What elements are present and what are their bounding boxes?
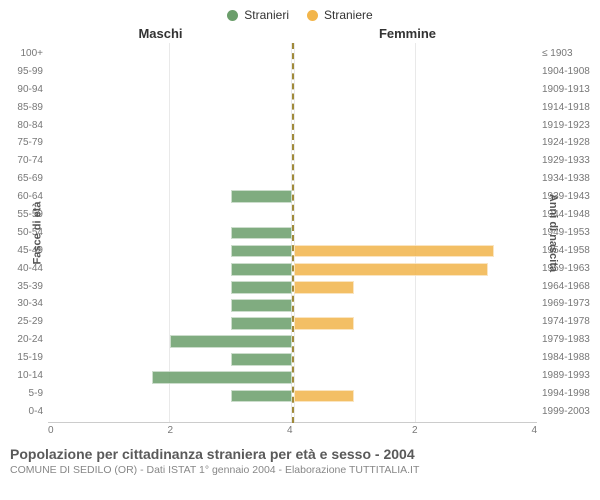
y-left-label: 10-14: [8, 367, 43, 385]
y-right-label: 1999-2003: [542, 403, 592, 421]
x-ticks-right: 024: [293, 425, 538, 436]
bars-left: [48, 43, 292, 423]
y-right-label: 1994-1998: [542, 385, 592, 403]
legend: Stranieri Straniere: [8, 8, 592, 22]
y-right-label: 1979-1983: [542, 331, 592, 349]
y-left-label: 5-9: [8, 385, 43, 403]
legend-swatch-female: [307, 10, 318, 21]
y-left-label: 95-99: [8, 63, 43, 81]
legend-item-male: Stranieri: [227, 8, 289, 22]
bar-male: [152, 371, 292, 384]
y-left-label: 85-89: [8, 99, 43, 117]
bar-female: [294, 245, 495, 258]
legend-label-female: Straniere: [324, 8, 373, 22]
grid-right: [294, 43, 538, 423]
y-right-label: 1929-1933: [542, 152, 592, 170]
x-tick: 2: [412, 425, 418, 436]
caption: Popolazione per cittadinanza straniera p…: [8, 446, 592, 476]
bar-male: [231, 281, 292, 294]
y-left-label: 65-69: [8, 170, 43, 188]
bar-female: [294, 317, 355, 330]
bar-female: [294, 281, 355, 294]
plot-area: Fasce di età Anni di nascita 100+95-9990…: [8, 43, 592, 423]
pyramid-chart: Stranieri Straniere Maschi Femmine Fasce…: [0, 0, 600, 500]
y-left-label: 100+: [8, 45, 43, 63]
y-left-label: 35-39: [8, 278, 43, 296]
x-axis: 024 024: [8, 425, 592, 436]
y-left-label: 25-29: [8, 313, 43, 331]
legend-swatch-male: [227, 10, 238, 21]
y-right-label: 1964-1968: [542, 278, 592, 296]
caption-subtitle: COMUNE DI SEDILO (OR) - Dati ISTAT 1° ge…: [10, 464, 590, 476]
bars-right: [294, 43, 538, 423]
bar-male: [231, 263, 292, 276]
legend-label-male: Stranieri: [244, 8, 289, 22]
y-left-label: 80-84: [8, 117, 43, 135]
x-tick: 2: [167, 425, 173, 436]
y-right-label: 1934-1938: [542, 170, 592, 188]
x-ticks-left: 024: [48, 425, 293, 436]
y-right-label: 1904-1908: [542, 63, 592, 81]
bar-male: [231, 353, 292, 366]
y-right-label: 1984-1988: [542, 349, 592, 367]
legend-item-female: Straniere: [307, 8, 373, 22]
y-right-label: 1914-1918: [542, 99, 592, 117]
y-right-label: 1969-1973: [542, 295, 592, 313]
y-left-label: 30-34: [8, 295, 43, 313]
y-left-label: 70-74: [8, 152, 43, 170]
y-left-label: 90-94: [8, 81, 43, 99]
y-left-label: 15-19: [8, 349, 43, 367]
y-axis-title-right: Anni di nascita: [547, 194, 559, 272]
x-tick: 0: [48, 425, 54, 436]
center-line: [292, 43, 294, 423]
y-right-label: 1974-1978: [542, 313, 592, 331]
bar-male: [231, 317, 292, 330]
bar-male: [231, 227, 292, 240]
y-right-label: 1924-1928: [542, 134, 592, 152]
caption-title: Popolazione per cittadinanza straniera p…: [10, 446, 590, 462]
y-right-label: 1989-1993: [542, 367, 592, 385]
bars-area: [48, 43, 537, 423]
bar-male: [231, 245, 292, 258]
column-headers: Maschi Femmine: [8, 26, 592, 41]
y-axis-right-labels: ≤ 19031904-19081909-19131914-19181919-19…: [537, 43, 592, 423]
y-right-label: ≤ 1903: [542, 45, 592, 63]
bar-male: [231, 390, 292, 403]
bar-male: [170, 335, 292, 348]
bar-female: [294, 263, 489, 276]
bar-female: [294, 390, 355, 403]
y-right-label: 1909-1913: [542, 81, 592, 99]
y-left-label: 75-79: [8, 134, 43, 152]
bar-male: [231, 190, 292, 203]
y-right-label: 1919-1923: [542, 117, 592, 135]
x-ticks: 024 024: [48, 425, 537, 436]
header-male: Maschi: [8, 26, 273, 41]
bar-male: [231, 299, 292, 312]
header-female: Femmine: [273, 26, 592, 41]
y-axis-title-left: Fasce di età: [31, 202, 43, 265]
y-left-label: 20-24: [8, 331, 43, 349]
y-left-label: 0-4: [8, 403, 43, 421]
